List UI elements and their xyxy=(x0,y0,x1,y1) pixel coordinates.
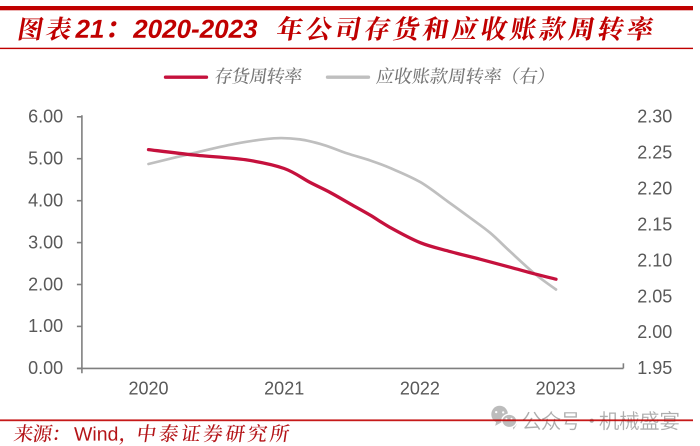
svg-text:2.05: 2.05 xyxy=(637,286,672,306)
svg-text:2.15: 2.15 xyxy=(637,214,672,234)
svg-text:2.00: 2.00 xyxy=(637,322,672,342)
svg-text:1.95: 1.95 xyxy=(637,358,672,378)
svg-text:3.00: 3.00 xyxy=(28,232,63,252)
svg-text:2.10: 2.10 xyxy=(637,250,672,270)
svg-text:1.00: 1.00 xyxy=(28,316,63,336)
svg-text:4.00: 4.00 xyxy=(28,191,63,211)
svg-text:2020: 2020 xyxy=(128,378,168,398)
svg-text:6.00: 6.00 xyxy=(28,107,63,127)
svg-text:2021: 2021 xyxy=(264,378,304,398)
svg-text:2.20: 2.20 xyxy=(637,179,672,199)
svg-text:2.25: 2.25 xyxy=(637,143,672,163)
svg-text:2.00: 2.00 xyxy=(28,274,63,294)
svg-text:0.00: 0.00 xyxy=(28,358,63,378)
svg-text:2022: 2022 xyxy=(400,378,440,398)
svg-text:2023: 2023 xyxy=(536,378,576,398)
svg-text:5.00: 5.00 xyxy=(28,149,63,169)
svg-text:2.30: 2.30 xyxy=(637,107,672,127)
